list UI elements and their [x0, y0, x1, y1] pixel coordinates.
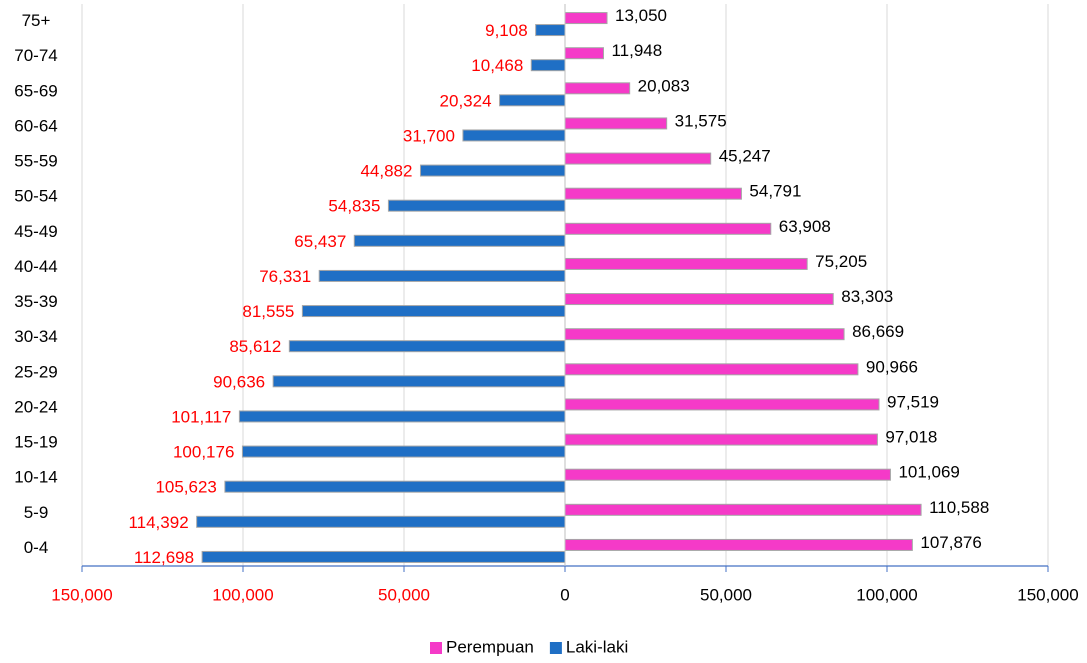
data-label: 112,698	[134, 548, 194, 567]
y-tick-label: 35-39	[14, 292, 57, 311]
y-tick-label: 75+	[22, 11, 51, 30]
bar	[564, 222, 772, 235]
bar	[564, 12, 608, 25]
y-tick-label: 5-9	[24, 503, 49, 522]
y-tick-label: 40-44	[14, 257, 57, 276]
y-tick-label: 60-64	[14, 116, 57, 135]
y-tick-label: 50-54	[14, 187, 57, 206]
data-label: 114,392	[128, 513, 188, 532]
x-tick-label: 100,000	[212, 585, 273, 604]
data-label: 97,018	[885, 428, 937, 447]
bar	[224, 480, 566, 493]
data-label: 11,948	[611, 41, 662, 60]
x-tick-label: 50,000	[378, 585, 430, 604]
data-label: 63,908	[779, 217, 831, 236]
x-tick-label: 100,000	[856, 585, 917, 604]
bar	[564, 468, 891, 481]
bar	[564, 503, 922, 516]
bar	[318, 269, 566, 282]
bar	[564, 363, 859, 376]
data-label: 65,437	[294, 232, 346, 251]
data-label: 54,835	[328, 197, 380, 216]
x-tick-label: 150,000	[1017, 585, 1078, 604]
data-label: 101,069	[898, 463, 959, 482]
bar	[564, 117, 668, 130]
bar	[499, 94, 566, 107]
data-label: 81,555	[242, 302, 294, 321]
legend-label: Perempuan	[446, 637, 534, 656]
data-label: 31,700	[403, 126, 455, 145]
bar	[272, 375, 566, 388]
y-tick-label: 25-29	[14, 362, 57, 381]
data-label: 45,247	[719, 147, 771, 166]
bar	[387, 199, 566, 212]
bar	[564, 152, 712, 165]
legend-swatch	[549, 642, 562, 654]
y-tick-label: 15-19	[14, 433, 57, 452]
data-label: 105,623	[155, 478, 216, 497]
bar	[564, 433, 878, 446]
bar	[301, 305, 566, 318]
y-tick-label: 65-69	[14, 81, 57, 100]
data-label: 101,117	[171, 407, 231, 426]
data-label: 83,303	[841, 287, 893, 306]
data-label: 90,636	[213, 372, 265, 391]
bar	[196, 515, 566, 528]
x-tick-label: 50,000	[700, 585, 752, 604]
data-label: 107,876	[920, 533, 981, 552]
data-label: 100,176	[173, 443, 234, 462]
data-label: 76,331	[259, 267, 311, 286]
data-label: 97,519	[887, 392, 939, 411]
bar	[241, 445, 566, 458]
bar	[419, 164, 566, 177]
bar	[564, 293, 834, 306]
bar	[564, 257, 808, 270]
data-label: 20,324	[440, 91, 492, 110]
bar	[288, 340, 566, 353]
data-label: 86,669	[852, 322, 904, 341]
y-tick-label: 0-4	[24, 538, 49, 557]
bar	[564, 538, 913, 551]
bar	[238, 410, 566, 423]
data-label: 10,468	[471, 56, 523, 75]
y-tick-label: 70-74	[14, 46, 57, 65]
data-label: 54,791	[749, 182, 801, 201]
bar	[564, 82, 631, 95]
bar	[201, 550, 566, 563]
data-label: 13,050	[615, 6, 667, 25]
bar	[530, 59, 566, 72]
x-tick-label: 150,000	[51, 585, 112, 604]
y-tick-label: 45-49	[14, 222, 57, 241]
legend-label: Laki-laki	[566, 637, 628, 656]
data-label: 20,083	[638, 76, 690, 95]
data-label: 75,205	[815, 252, 867, 271]
bar	[353, 234, 566, 247]
bar	[462, 129, 566, 142]
data-label: 110,588	[929, 498, 989, 517]
data-label: 9,108	[485, 21, 528, 40]
bar	[564, 47, 604, 60]
data-label: 44,882	[360, 162, 412, 181]
bar	[564, 187, 742, 200]
data-label: 90,966	[866, 357, 918, 376]
legend-swatch	[430, 642, 442, 654]
x-tick-label: 0	[560, 585, 569, 604]
y-tick-label: 20-24	[14, 397, 57, 416]
y-tick-label: 30-34	[14, 327, 57, 346]
data-label: 31,575	[675, 111, 727, 130]
bar	[535, 24, 566, 37]
bar	[564, 328, 845, 341]
y-tick-label: 55-59	[14, 152, 57, 171]
data-label: 85,612	[229, 337, 281, 356]
bar	[564, 398, 880, 411]
y-tick-label: 10-14	[14, 468, 57, 487]
